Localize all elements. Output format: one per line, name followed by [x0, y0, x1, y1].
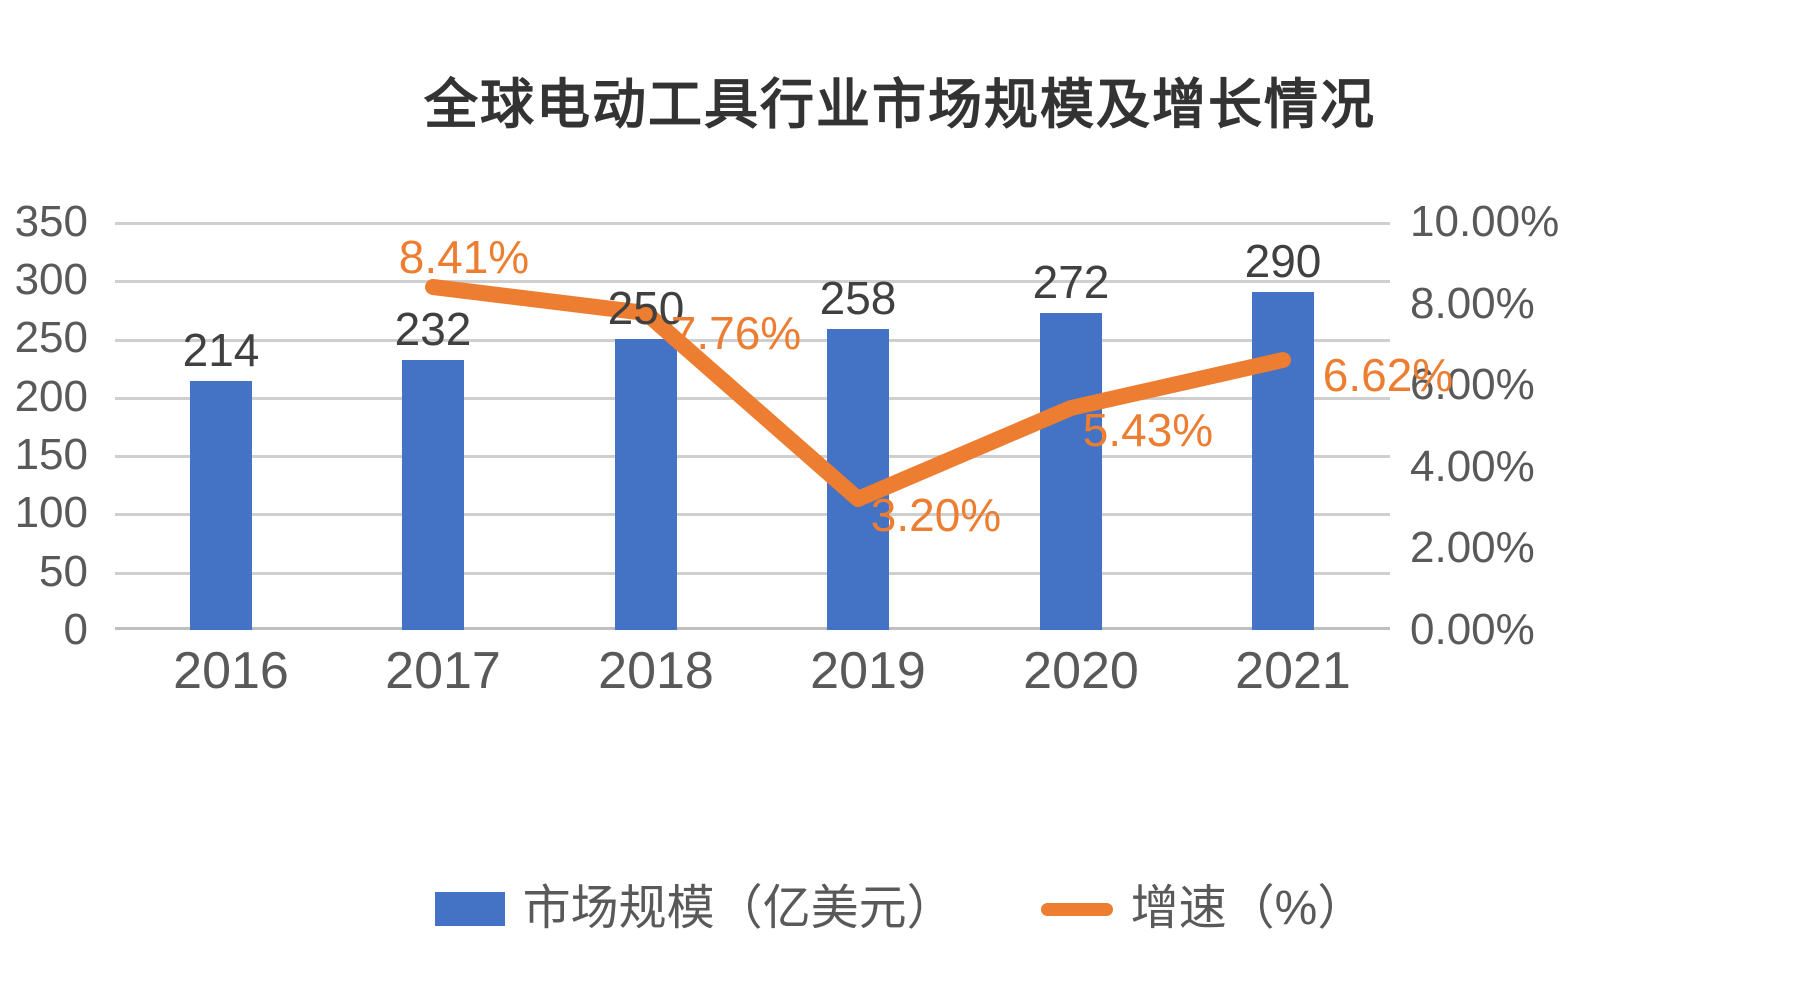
bar-value-label-2016: 214	[182, 324, 260, 376]
growth-value-label-2020: 5.43%	[1082, 404, 1214, 456]
gridline	[115, 572, 1390, 575]
bar-2021[interactable]	[1252, 292, 1314, 630]
bar-value-label-2021: 290	[1244, 235, 1322, 287]
x-tick-label-2020: 2020	[1023, 642, 1139, 700]
legend-item-market-size[interactable]: 市场规模（亿美元）	[434, 882, 955, 935]
y2-tick-label: 10.00%	[1410, 197, 1560, 246]
y-tick-label: 50	[39, 547, 88, 596]
bar-value-label-2019: 258	[819, 272, 897, 324]
gridline	[115, 455, 1390, 458]
bar-value-label-2018: 250	[607, 282, 685, 334]
bar-2018[interactable]	[615, 339, 677, 630]
y-tick-label: 250	[14, 313, 88, 362]
bar-2016[interactable]	[190, 381, 252, 630]
chart-legend: 市场规模（亿美元） 增速（%）	[0, 885, 1800, 933]
x-tick-label-2018: 2018	[598, 642, 714, 700]
x-tick-label-2017: 2017	[385, 642, 501, 700]
y2-tick-label: 2.00%	[1410, 523, 1535, 572]
bar-value-label-2017: 232	[394, 303, 472, 355]
legend-label-market-size: 市场规模（亿美元）	[522, 882, 955, 935]
x-tick-label-2021: 2021	[1235, 642, 1351, 700]
gridline	[115, 280, 1390, 283]
y2-tick-label: 8.00%	[1410, 279, 1535, 328]
growth-value-label-2021: 6.62%	[1322, 349, 1454, 401]
y-tick-label: 150	[14, 430, 88, 479]
x-axis-line	[115, 627, 1390, 630]
y-tick-label: 300	[14, 255, 88, 304]
growth-value-label-2017: 8.41%	[398, 231, 530, 283]
bar-2017[interactable]	[402, 360, 464, 630]
x-tick-label-2019: 2019	[810, 642, 926, 700]
y2-tick-label: 6.00%	[1410, 360, 1535, 409]
growth-line-path	[433, 287, 1283, 499]
gridline	[115, 513, 1390, 516]
growth-line-series	[115, 222, 1390, 630]
y-tick-label: 200	[14, 372, 88, 421]
legend-label-growth-rate: 增速（%）	[1130, 882, 1366, 935]
bar-2020[interactable]	[1040, 313, 1102, 630]
bar-swatch-icon	[434, 892, 505, 926]
y-tick-label: 100	[14, 488, 88, 537]
chart-title: 全球电动工具行业市场规模及增长情况	[424, 75, 1376, 135]
gridline	[115, 222, 1390, 225]
y2-tick-label: 4.00%	[1410, 442, 1535, 491]
growth-value-label-2019: 3.20%	[870, 489, 1002, 541]
gridline	[115, 339, 1390, 342]
legend-item-growth-rate[interactable]: 增速（%）	[1040, 882, 1366, 935]
plot-area	[115, 222, 1390, 630]
bar-value-label-2020: 272	[1032, 256, 1110, 308]
line-swatch-icon	[1040, 902, 1113, 916]
growth-value-label-2018: 7.76%	[670, 307, 802, 359]
y-tick-label: 0	[63, 605, 88, 654]
y2-tick-label: 0.00%	[1410, 605, 1535, 654]
y-tick-label: 350	[14, 197, 88, 246]
x-tick-label-2016: 2016	[173, 642, 289, 700]
